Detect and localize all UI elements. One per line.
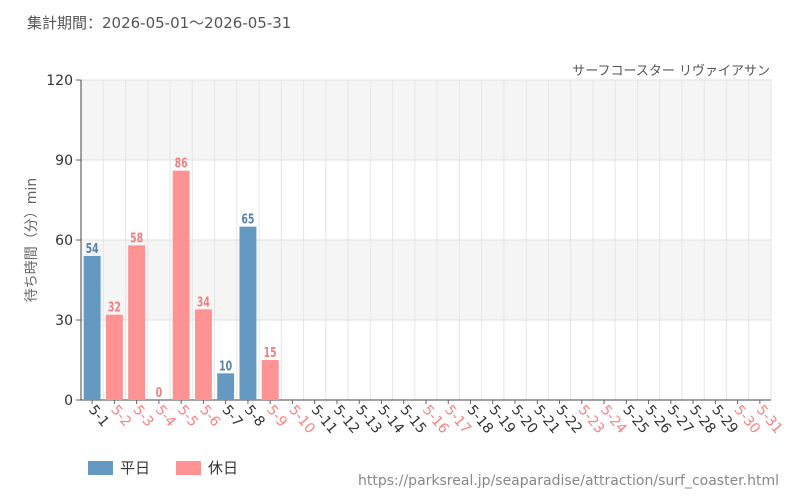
bar-5-7 <box>217 373 235 400</box>
y-tick-label: 0 <box>64 393 73 409</box>
x-tick-label-5-2: 5-2 <box>107 402 134 430</box>
x-tick-label-5-4: 5-4 <box>152 402 179 430</box>
value-label-5-9: 15 <box>264 345 277 360</box>
value-label-5-3: 58 <box>130 230 143 245</box>
value-label-5-7: 10 <box>219 358 232 373</box>
y-tick-label: 60 <box>55 233 73 249</box>
legend-holiday-swatch <box>176 460 202 475</box>
value-label-5-1: 54 <box>86 241 99 256</box>
source-url[interactable]: https://parksreal.jp/seaparadise/attract… <box>358 473 779 489</box>
legend: 平日 休日 <box>88 457 264 478</box>
bar-5-2 <box>105 314 123 400</box>
value-label-5-5: 86 <box>175 156 188 171</box>
x-tick-label-5-5: 5-5 <box>174 402 201 430</box>
x-tick-label-5-1: 5-1 <box>85 402 112 430</box>
x-tick-label-5-6: 5-6 <box>196 402 223 430</box>
attraction-name: サーフコースター リヴァイアサン <box>572 64 770 79</box>
plot-band <box>81 160 771 240</box>
legend-weekday: 平日 <box>88 457 150 478</box>
x-tick-label-5-8: 5-8 <box>241 402 268 430</box>
x-tick-label-5-3: 5-3 <box>130 402 157 430</box>
legend-holiday-label: 休日 <box>208 459 239 477</box>
bar-5-8 <box>239 226 257 400</box>
plot-band <box>81 80 771 160</box>
bar-5-5 <box>172 170 190 400</box>
value-label-5-6: 34 <box>197 294 210 309</box>
legend-weekday-label: 平日 <box>120 459 151 477</box>
bar-5-6 <box>194 309 212 400</box>
bar-5-1 <box>83 256 101 400</box>
value-label-5-8: 65 <box>241 212 254 227</box>
x-tick-label-5-7: 5-7 <box>219 402 246 430</box>
legend-weekday-swatch <box>88 460 113 475</box>
value-label-5-2: 32 <box>108 300 121 315</box>
y-tick-label: 30 <box>55 313 73 329</box>
legend-holiday: 休日 <box>176 457 238 478</box>
y-tick-label: 120 <box>46 73 73 89</box>
period-label: 集計期間：2026-05-01～2026-05-31 <box>27 14 292 32</box>
bar-5-9 <box>261 360 279 400</box>
plot-band <box>81 240 771 320</box>
bar-5-3 <box>128 245 146 400</box>
value-label-5-4: 0 <box>156 385 163 400</box>
x-tick-label-5-9: 5-9 <box>263 402 290 430</box>
y-tick-label: 90 <box>55 153 73 169</box>
